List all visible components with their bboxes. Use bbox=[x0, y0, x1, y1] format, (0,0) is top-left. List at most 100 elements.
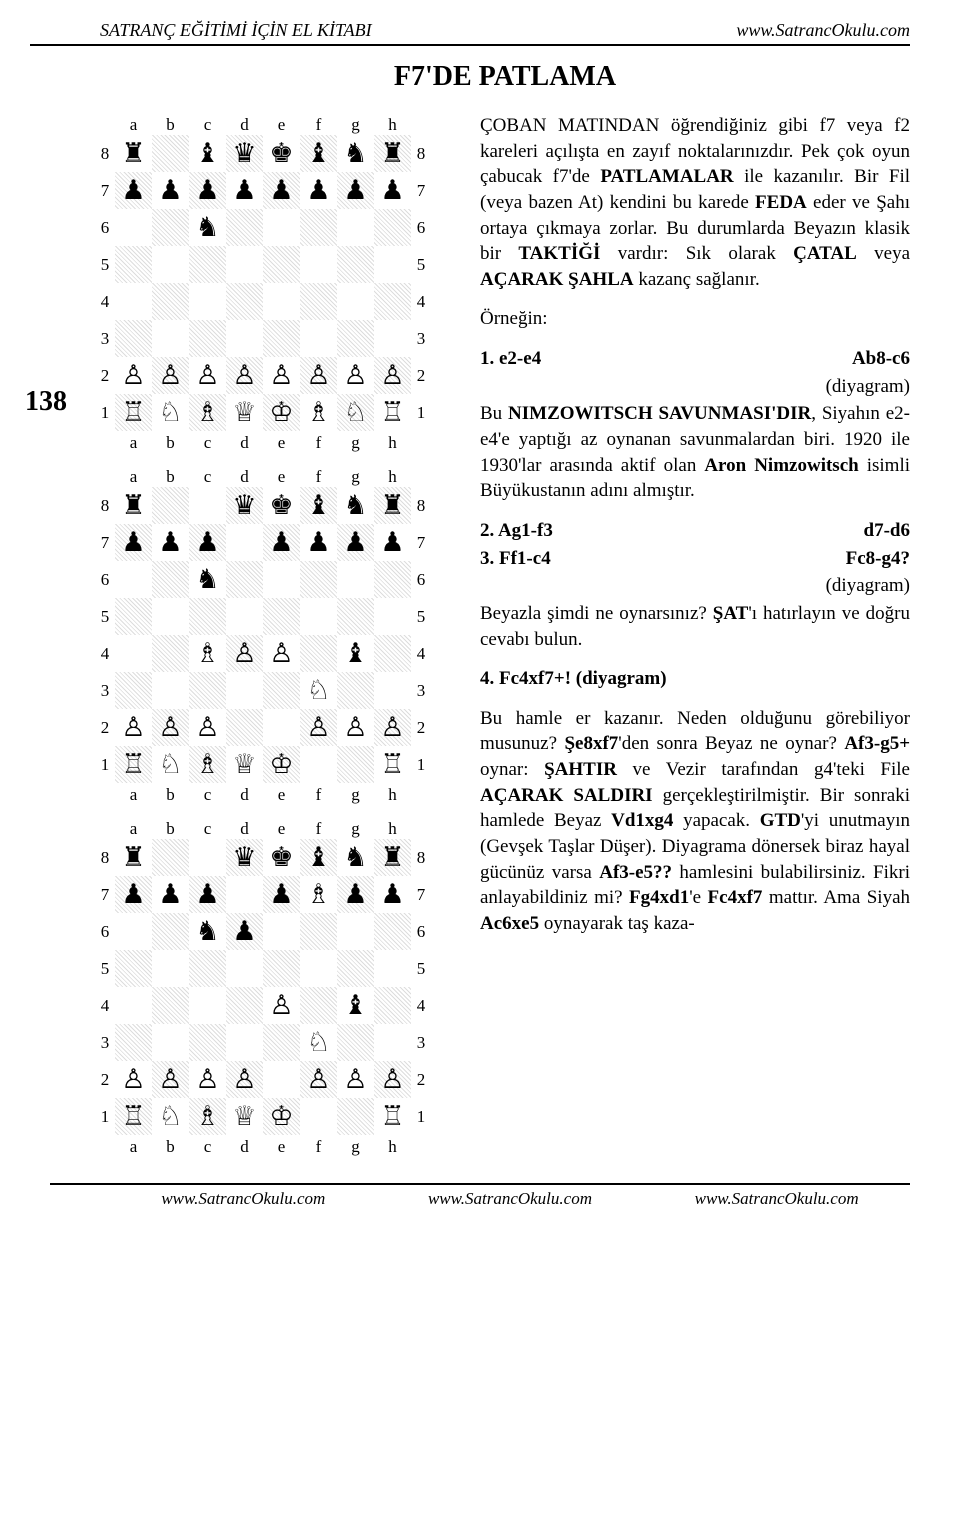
chess-square: ♟ bbox=[152, 876, 189, 913]
chess-board: abcdefgh8♜♝♛♚♝♞♜87♟♟♟♟♟♟♟♟76♞65544332♙♙♙… bbox=[95, 113, 431, 453]
file-label: b bbox=[152, 1135, 189, 1157]
paragraph-intro: ÇOBAN MATINDAN öğrendiğiniz gibi f7 veya… bbox=[480, 113, 910, 292]
chess-square bbox=[226, 1024, 263, 1061]
rank-label: 6 bbox=[411, 209, 431, 246]
chess-square bbox=[152, 561, 189, 598]
chess-square bbox=[374, 209, 411, 246]
chess-square bbox=[226, 950, 263, 987]
file-label: a bbox=[115, 113, 152, 135]
chess-square: ♖ bbox=[374, 746, 411, 783]
file-label: b bbox=[152, 113, 189, 135]
chess-square bbox=[263, 672, 300, 709]
chess-square: ♟ bbox=[115, 524, 152, 561]
chess-square: ♘ bbox=[152, 746, 189, 783]
chess-square bbox=[152, 913, 189, 950]
rank-label: 8 bbox=[411, 839, 431, 876]
content-area: 138 abcdefgh8♜♝♛♚♝♞♜87♟♟♟♟♟♟♟♟76♞6554433… bbox=[30, 113, 910, 1169]
chess-square bbox=[374, 950, 411, 987]
chess-square: ♟ bbox=[337, 524, 374, 561]
chess-square bbox=[263, 709, 300, 746]
chess-square bbox=[374, 320, 411, 357]
chess-square bbox=[374, 987, 411, 1024]
chess-square bbox=[263, 950, 300, 987]
rank-label: 4 bbox=[411, 987, 431, 1024]
chess-square: ♙ bbox=[300, 709, 337, 746]
header-left: SATRANÇ EĞİTİMİ İÇİN EL KİTABI bbox=[100, 20, 372, 41]
file-label: d bbox=[226, 113, 263, 135]
chess-square bbox=[374, 913, 411, 950]
rank-label: 3 bbox=[411, 672, 431, 709]
file-label: e bbox=[263, 113, 300, 135]
chess-square bbox=[226, 709, 263, 746]
chess-square: ♙ bbox=[337, 709, 374, 746]
rank-label: 8 bbox=[411, 487, 431, 524]
rank-label: 5 bbox=[95, 246, 115, 283]
file-label: h bbox=[374, 113, 411, 135]
rank-label: 8 bbox=[411, 135, 431, 172]
chess-square bbox=[263, 320, 300, 357]
file-label: f bbox=[300, 113, 337, 135]
file-label: c bbox=[189, 783, 226, 805]
rank-label: 1 bbox=[95, 746, 115, 783]
chess-square: ♟ bbox=[300, 172, 337, 209]
chess-square bbox=[189, 1024, 226, 1061]
chess-square bbox=[263, 246, 300, 283]
file-label: h bbox=[374, 465, 411, 487]
file-label: f bbox=[300, 465, 337, 487]
chess-square: ♟ bbox=[152, 524, 189, 561]
chess-square: ♙ bbox=[115, 1061, 152, 1098]
rank-label: 1 bbox=[95, 1098, 115, 1135]
rank-label: 2 bbox=[95, 1061, 115, 1098]
rank-label: 7 bbox=[95, 172, 115, 209]
chess-square bbox=[189, 246, 226, 283]
chess-square: ♞ bbox=[337, 487, 374, 524]
chess-square bbox=[152, 487, 189, 524]
chess-square: ♖ bbox=[374, 1098, 411, 1135]
chess-square bbox=[152, 987, 189, 1024]
chess-square: ♙ bbox=[189, 1061, 226, 1098]
chess-square: ♘ bbox=[152, 394, 189, 431]
chess-square bbox=[263, 598, 300, 635]
chess-square bbox=[115, 950, 152, 987]
page-number: 138 bbox=[25, 386, 67, 418]
file-label: g bbox=[337, 431, 374, 453]
chess-square bbox=[337, 209, 374, 246]
chess-square: ♚ bbox=[263, 135, 300, 172]
chess-square bbox=[226, 876, 263, 913]
chess-boards-container: abcdefgh8♜♝♛♚♝♞♜87♟♟♟♟♟♟♟♟76♞65544332♙♙♙… bbox=[30, 113, 460, 1157]
chess-board: abcdefgh8♜♛♚♝♞♜87♟♟♟♟♟♟♟76♞6554♗♙♙♝43♘32… bbox=[95, 465, 431, 805]
chess-square bbox=[152, 135, 189, 172]
chess-square: ♖ bbox=[115, 394, 152, 431]
chess-square bbox=[374, 598, 411, 635]
rank-label: 3 bbox=[95, 672, 115, 709]
chess-square bbox=[226, 524, 263, 561]
chess-square bbox=[374, 246, 411, 283]
file-label: c bbox=[189, 817, 226, 839]
chess-square: ♜ bbox=[374, 487, 411, 524]
file-label: e bbox=[263, 465, 300, 487]
rank-label: 6 bbox=[95, 561, 115, 598]
chess-square: ♜ bbox=[115, 487, 152, 524]
diagram-note-1: (diyagram) bbox=[480, 374, 910, 400]
chess-square bbox=[263, 913, 300, 950]
chess-square bbox=[226, 209, 263, 246]
chess-square: ♘ bbox=[152, 1098, 189, 1135]
chess-square bbox=[263, 561, 300, 598]
file-label: a bbox=[115, 817, 152, 839]
file-label: h bbox=[374, 817, 411, 839]
chess-square bbox=[374, 561, 411, 598]
chess-square bbox=[300, 1098, 337, 1135]
file-label: c bbox=[189, 431, 226, 453]
footer-link-2: www.SatrancOkulu.com bbox=[428, 1189, 592, 1209]
chess-square bbox=[152, 246, 189, 283]
chess-square: ♙ bbox=[152, 357, 189, 394]
chess-square: ♙ bbox=[337, 1061, 374, 1098]
chess-square: ♞ bbox=[189, 913, 226, 950]
chess-square bbox=[189, 598, 226, 635]
rank-label: 3 bbox=[95, 1024, 115, 1061]
chess-square bbox=[115, 1024, 152, 1061]
chess-square bbox=[300, 913, 337, 950]
chess-square bbox=[337, 950, 374, 987]
rank-label: 6 bbox=[411, 913, 431, 950]
file-label: c bbox=[189, 1135, 226, 1157]
